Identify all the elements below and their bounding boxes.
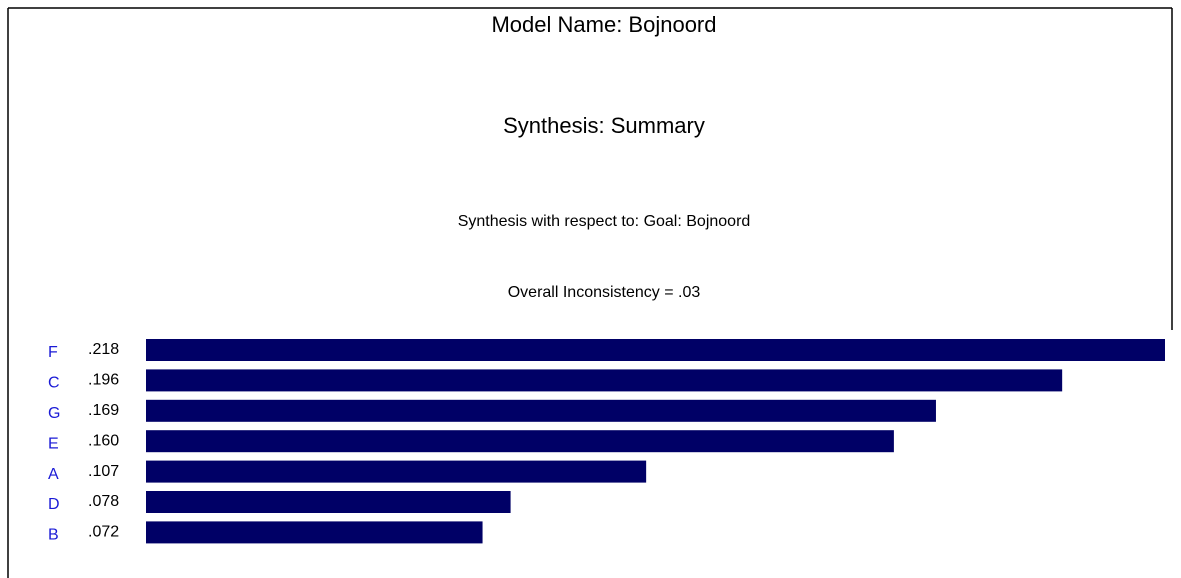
chart-subtitle: Synthesis: Summary bbox=[503, 113, 705, 138]
bar bbox=[146, 339, 1165, 361]
category-label: C bbox=[48, 375, 60, 392]
bar bbox=[146, 491, 511, 513]
bar bbox=[146, 460, 647, 483]
category-label: F bbox=[48, 344, 58, 361]
value-label: .218 bbox=[88, 341, 119, 358]
value-label: .169 bbox=[88, 402, 119, 419]
bar bbox=[146, 399, 936, 422]
value-label: .072 bbox=[88, 524, 119, 541]
chart-title: Model Name: Bojnoord bbox=[491, 12, 716, 37]
annotation: Synthesis with respect to: Goal: Bojnoor… bbox=[458, 213, 751, 230]
value-label: .196 bbox=[88, 372, 119, 389]
category-label: A bbox=[48, 466, 59, 483]
bar bbox=[146, 430, 894, 453]
value-label: .160 bbox=[88, 432, 119, 449]
value-label: .078 bbox=[88, 493, 119, 510]
bar bbox=[146, 369, 1063, 392]
category-label: G bbox=[48, 405, 60, 422]
category-label: D bbox=[48, 496, 60, 513]
value-label: .107 bbox=[88, 463, 119, 480]
category-label: E bbox=[48, 435, 59, 452]
bar bbox=[146, 521, 483, 544]
annotation: Overall Inconsistency = .03 bbox=[508, 284, 701, 301]
category-label: B bbox=[48, 527, 59, 544]
